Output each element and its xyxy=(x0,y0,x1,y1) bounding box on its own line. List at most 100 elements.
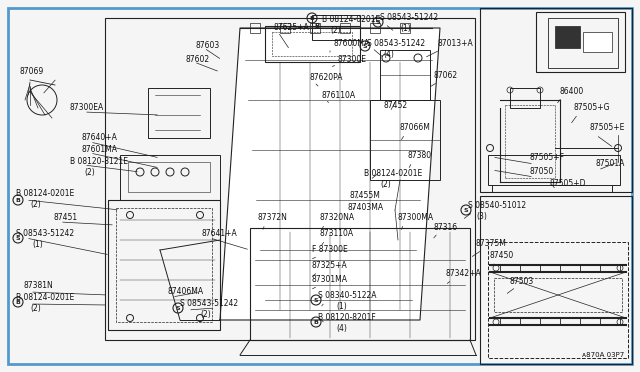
Bar xyxy=(400,23,410,33)
Text: 87455M: 87455M xyxy=(350,192,381,201)
Text: 86400: 86400 xyxy=(560,87,584,96)
Text: B 08124-0201E: B 08124-0201E xyxy=(364,170,422,179)
Text: S: S xyxy=(16,235,20,241)
Text: (3): (3) xyxy=(476,212,487,221)
Text: B 08120-8201F: B 08120-8201F xyxy=(318,314,376,323)
Text: (4): (4) xyxy=(336,324,347,333)
Bar xyxy=(480,196,632,364)
Text: 87062: 87062 xyxy=(434,71,458,80)
Text: F 87300E: F 87300E xyxy=(312,246,348,254)
Text: 87620PA: 87620PA xyxy=(310,74,344,83)
Text: S 08340-5122A: S 08340-5122A xyxy=(318,292,376,301)
Text: ᴀ870A 03P7: ᴀ870A 03P7 xyxy=(582,352,624,358)
Text: S 08543-51242: S 08543-51242 xyxy=(180,299,238,308)
Text: 87300MA: 87300MA xyxy=(398,214,434,222)
Text: 87501A: 87501A xyxy=(596,160,625,169)
Bar xyxy=(548,18,618,68)
Text: 87320NA: 87320NA xyxy=(320,214,355,222)
Text: S 08540-51012: S 08540-51012 xyxy=(468,202,526,211)
Text: 87066M: 87066M xyxy=(400,124,431,132)
Text: 873110A: 873110A xyxy=(320,230,354,238)
Text: B 08124-0201E: B 08124-0201E xyxy=(16,294,74,302)
Text: (2): (2) xyxy=(200,310,211,318)
Bar xyxy=(105,18,475,340)
Text: (2): (2) xyxy=(380,180,391,189)
Bar xyxy=(555,26,580,48)
Text: 87505+F: 87505+F xyxy=(529,154,564,163)
Text: 87301MA: 87301MA xyxy=(312,276,348,285)
Text: 87381N: 87381N xyxy=(24,282,54,291)
Text: 87316: 87316 xyxy=(434,224,458,232)
Text: 87300EA: 87300EA xyxy=(70,103,104,112)
Text: (1): (1) xyxy=(400,23,411,32)
Text: B: B xyxy=(314,320,319,324)
Text: 876110A: 876110A xyxy=(322,90,356,99)
Text: 87300E: 87300E xyxy=(338,55,367,64)
Bar xyxy=(380,50,430,100)
Bar xyxy=(370,23,380,33)
Text: 87451: 87451 xyxy=(54,214,78,222)
Text: S 08543-51242: S 08543-51242 xyxy=(380,13,438,22)
Bar xyxy=(310,23,320,33)
Text: (2): (2) xyxy=(330,26,340,35)
Bar xyxy=(340,23,350,33)
Bar xyxy=(510,88,540,108)
Bar xyxy=(272,32,352,56)
Text: 87602: 87602 xyxy=(185,55,209,64)
Bar xyxy=(583,32,612,52)
Text: 87503: 87503 xyxy=(510,276,534,285)
Text: (2): (2) xyxy=(84,167,95,176)
Text: S: S xyxy=(464,208,468,212)
Text: 87013+A: 87013+A xyxy=(437,39,473,48)
Text: 87325+A: 87325+A xyxy=(312,262,348,270)
Text: B: B xyxy=(314,23,319,29)
Text: B 08124-0201E: B 08124-0201E xyxy=(16,189,74,199)
Bar xyxy=(312,15,360,40)
Text: 87600MA: 87600MA xyxy=(334,39,370,48)
Bar xyxy=(128,162,210,192)
Bar xyxy=(370,100,440,180)
Text: B 08120-8121E: B 08120-8121E xyxy=(70,157,128,167)
Text: 87505+E: 87505+E xyxy=(590,124,625,132)
Text: (1): (1) xyxy=(336,301,347,311)
Bar xyxy=(488,155,620,185)
Text: 87452: 87452 xyxy=(384,102,408,110)
Text: 87505+D: 87505+D xyxy=(550,180,586,189)
Bar xyxy=(108,200,220,330)
Bar xyxy=(116,208,212,322)
Text: 87505+G: 87505+G xyxy=(574,103,611,112)
Text: B: B xyxy=(310,16,314,20)
Text: 87372N: 87372N xyxy=(258,214,288,222)
Text: 87069: 87069 xyxy=(20,67,44,77)
Bar xyxy=(250,23,260,33)
Text: S: S xyxy=(176,305,180,311)
Bar xyxy=(120,155,220,200)
Text: 87641+A: 87641+A xyxy=(202,230,237,238)
Text: S: S xyxy=(376,19,380,25)
Text: B: B xyxy=(15,299,20,305)
Text: S: S xyxy=(314,298,318,302)
Text: 87380: 87380 xyxy=(408,151,432,160)
Bar xyxy=(536,12,625,72)
Bar xyxy=(280,23,290,33)
Text: 87406MA: 87406MA xyxy=(167,286,203,295)
Bar xyxy=(494,278,622,312)
Text: 87601MA: 87601MA xyxy=(82,145,118,154)
Text: (1): (1) xyxy=(32,240,43,248)
Text: S 08543-51242: S 08543-51242 xyxy=(16,230,74,238)
Text: 87375M: 87375M xyxy=(476,240,507,248)
Text: (2): (2) xyxy=(30,304,41,312)
Bar xyxy=(250,228,470,340)
Text: S 08543-51242: S 08543-51242 xyxy=(367,39,425,48)
Text: 87640+A: 87640+A xyxy=(82,134,118,142)
Text: 87603: 87603 xyxy=(196,42,220,51)
Text: S: S xyxy=(363,44,367,48)
Text: 87342+A: 87342+A xyxy=(446,269,482,279)
Text: 87625+A: 87625+A xyxy=(274,23,310,32)
Bar xyxy=(148,88,210,138)
Text: 87050: 87050 xyxy=(529,167,553,176)
Bar xyxy=(480,8,632,192)
Polygon shape xyxy=(220,28,440,320)
Bar xyxy=(265,26,360,62)
Text: B: B xyxy=(15,198,20,202)
